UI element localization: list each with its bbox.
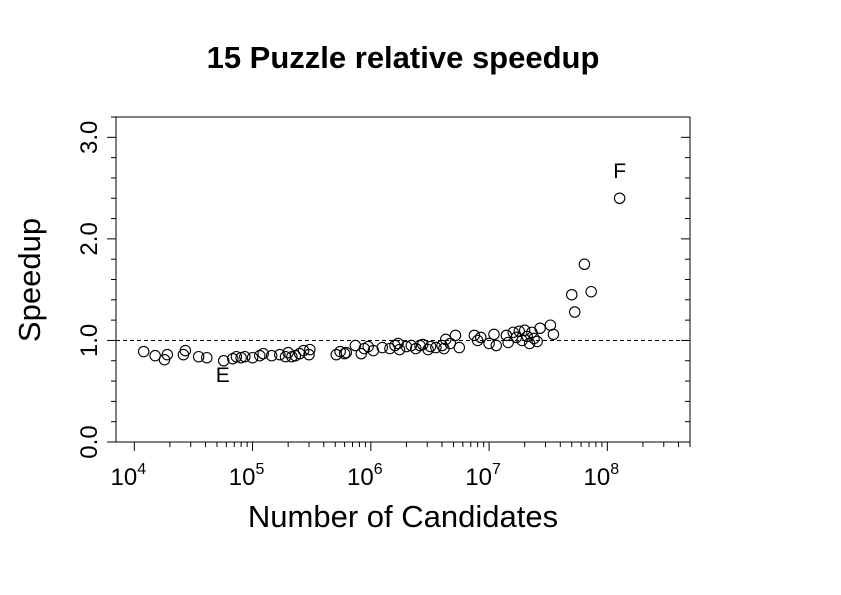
annotations: EF bbox=[216, 160, 626, 387]
data-point bbox=[392, 337, 404, 350]
data-point bbox=[430, 341, 442, 354]
y-tick-label: 3.0 bbox=[76, 121, 103, 154]
data-point bbox=[439, 333, 452, 346]
chart-title: 15 Puzzle relative speedup bbox=[207, 40, 600, 75]
data-point bbox=[410, 342, 422, 355]
data-point bbox=[161, 348, 174, 361]
data-point bbox=[438, 342, 450, 355]
data-point bbox=[274, 348, 286, 361]
y-tick-label: 0.0 bbox=[76, 425, 103, 458]
data-point bbox=[192, 350, 205, 363]
x-axis-label: Number of Candidates bbox=[248, 499, 558, 534]
data-point bbox=[201, 351, 213, 364]
data-point bbox=[518, 324, 531, 337]
annotation-label: E bbox=[216, 364, 230, 387]
data-point bbox=[393, 343, 406, 356]
data-point bbox=[547, 328, 560, 341]
data-point bbox=[531, 335, 543, 348]
x-tick-label: 104 bbox=[111, 461, 147, 491]
data-point bbox=[578, 258, 591, 271]
x-tick-exponent: 5 bbox=[255, 461, 264, 478]
x-tick-exponent: 6 bbox=[374, 461, 383, 478]
data-point bbox=[471, 334, 484, 347]
data-point bbox=[436, 339, 448, 352]
x-tick-label: 108 bbox=[584, 461, 620, 491]
x-tick-exponent: 7 bbox=[492, 461, 501, 478]
data-point bbox=[217, 354, 230, 367]
y-tick-label: 2.0 bbox=[76, 222, 103, 255]
data-point bbox=[376, 341, 389, 354]
data-point bbox=[424, 340, 437, 353]
data-point bbox=[568, 306, 581, 318]
data-point bbox=[257, 347, 269, 360]
x-tick-exponent: 8 bbox=[610, 461, 619, 478]
data-point bbox=[483, 337, 495, 350]
data-point bbox=[149, 349, 161, 362]
plot-frame bbox=[115, 116, 691, 443]
data-point bbox=[449, 329, 462, 342]
data-point bbox=[528, 332, 540, 345]
x-tick-base: 10 bbox=[111, 464, 138, 491]
data-point bbox=[502, 336, 514, 349]
data-point bbox=[453, 341, 466, 354]
data-point bbox=[500, 329, 513, 342]
y-tick-label: 1.0 bbox=[76, 324, 103, 357]
data-point bbox=[488, 328, 500, 341]
data-point bbox=[303, 348, 315, 361]
data-point bbox=[613, 192, 626, 205]
data-point bbox=[304, 343, 316, 356]
annotation-label: F bbox=[613, 160, 626, 183]
x-tick-base: 10 bbox=[347, 464, 374, 491]
data-point bbox=[293, 347, 306, 360]
data-point bbox=[400, 340, 413, 353]
data-point bbox=[340, 346, 353, 359]
data-point bbox=[265, 349, 278, 362]
x-tick-base: 10 bbox=[584, 464, 611, 491]
data-point bbox=[246, 351, 259, 364]
data-point bbox=[565, 288, 578, 301]
data-points bbox=[137, 192, 626, 367]
data-point bbox=[534, 322, 546, 334]
data-point bbox=[490, 339, 503, 352]
x-tick-exponent: 4 bbox=[137, 461, 146, 478]
data-point bbox=[179, 344, 192, 357]
data-point bbox=[585, 285, 597, 298]
data-point bbox=[239, 350, 251, 363]
x-tick-label: 107 bbox=[465, 461, 501, 491]
data-point bbox=[230, 350, 243, 363]
data-point bbox=[282, 346, 294, 359]
x-tick-base: 10 bbox=[229, 464, 256, 491]
data-point bbox=[474, 331, 487, 344]
y-axis-label: Speedup bbox=[12, 218, 47, 342]
data-point bbox=[137, 345, 150, 358]
data-point bbox=[338, 347, 351, 360]
x-tick-label: 106 bbox=[347, 461, 383, 491]
x-tick-label: 105 bbox=[229, 461, 265, 491]
data-point bbox=[422, 343, 434, 356]
x-tick-base: 10 bbox=[465, 464, 492, 491]
